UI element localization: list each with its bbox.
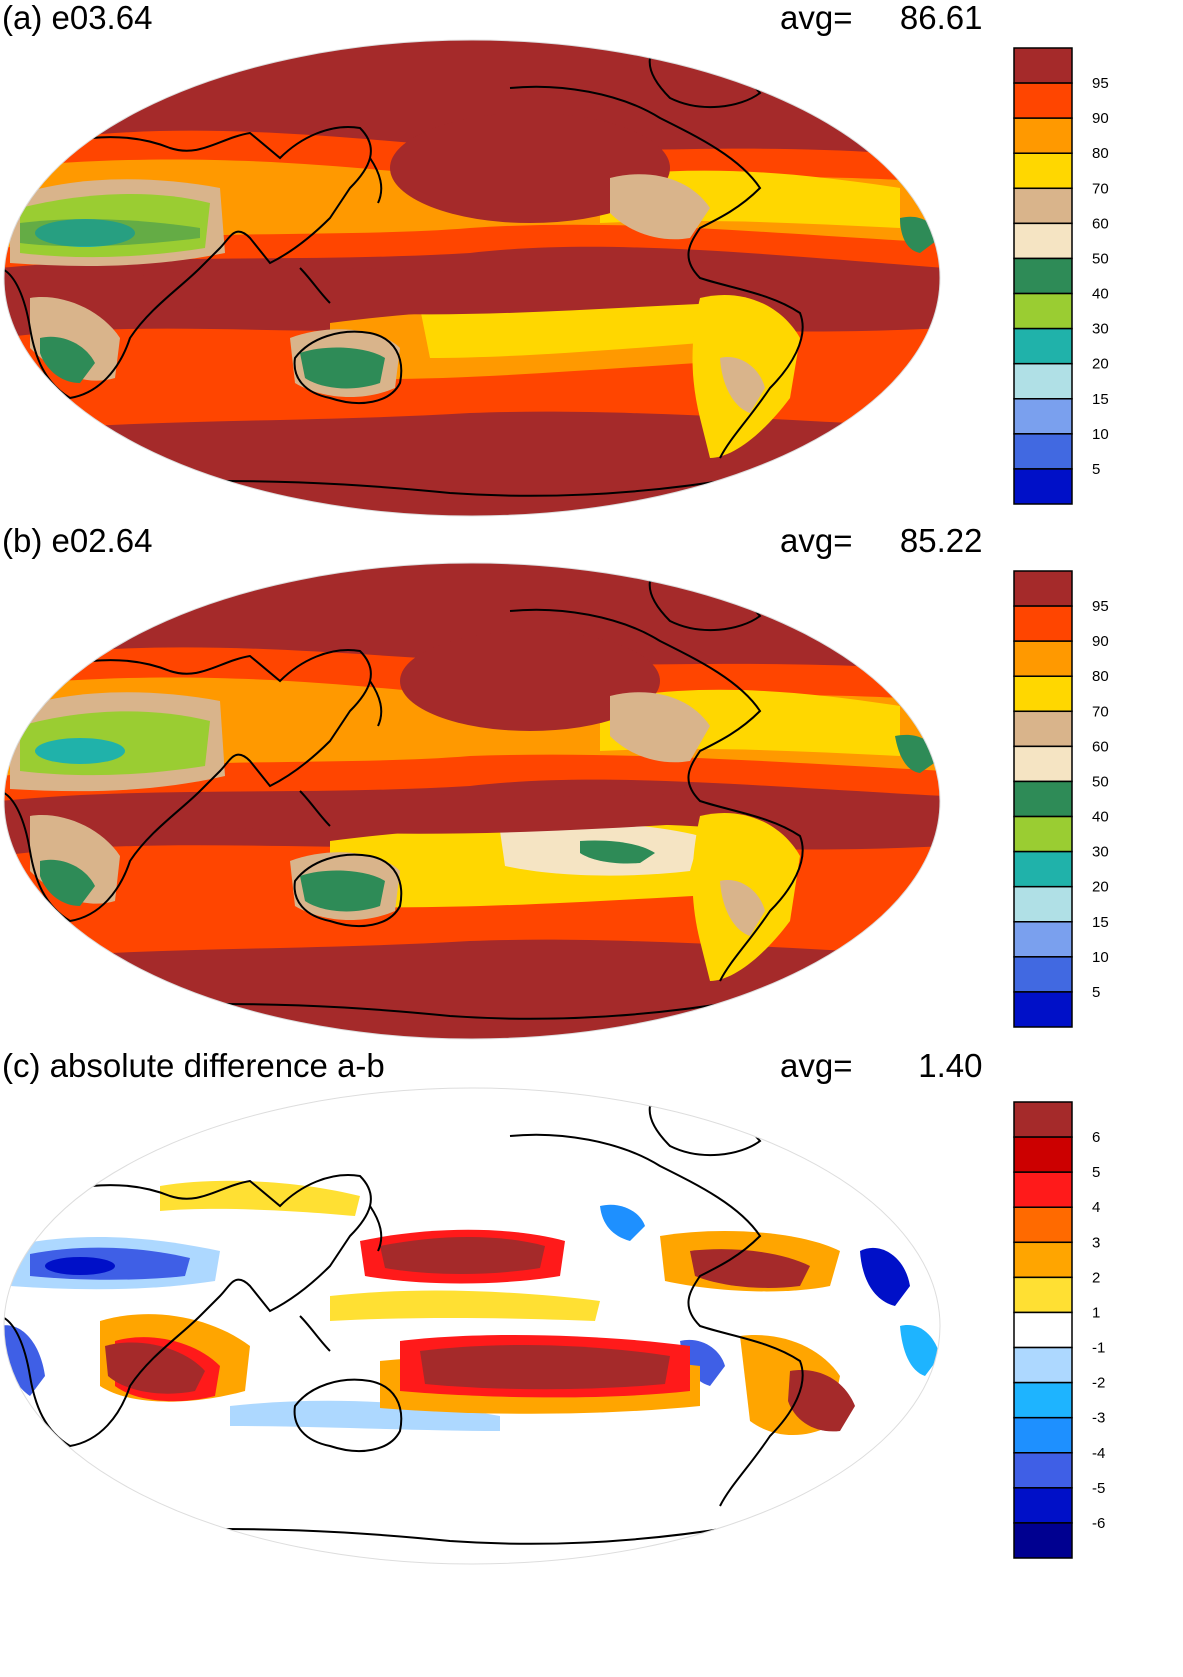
panel-title: (b) e02.64 xyxy=(2,522,153,559)
colorbar-swatch xyxy=(1013,468,1073,505)
colorbar-tick-label: 50 xyxy=(1092,773,1109,790)
world-map-a xyxy=(0,38,945,518)
colorbar-tick-label: 3 xyxy=(1092,1234,1100,1251)
colorbar-a: 95 90 80 70 60 50 40 30 20 15 10 5 xyxy=(1012,46,1132,508)
colorbar-swatch xyxy=(1013,640,1073,677)
colorbar-tick-label: 10 xyxy=(1092,426,1109,443)
colorbar-swatch xyxy=(1013,222,1073,260)
colorbar-tick-label: 95 xyxy=(1092,598,1109,615)
colorbar-tick-label: 40 xyxy=(1092,286,1109,303)
colorbar-swatch xyxy=(1013,1311,1073,1349)
colorbar-swatch xyxy=(1013,1346,1073,1384)
colorbar-svg: 6 5 4 3 2 1 -1 -2 -3 -4 -5 -6 xyxy=(1013,1101,1105,1559)
colorbar-svg: 95 90 80 70 60 50 40 30 20 15 10 5 xyxy=(1013,47,1109,505)
colorbar-swatch xyxy=(1013,1276,1073,1314)
colorbar-swatch xyxy=(1013,921,1073,958)
colorbar-tick-label: 20 xyxy=(1092,879,1109,896)
colorbar-tick-label: 50 xyxy=(1092,250,1109,267)
world-map-b xyxy=(0,561,945,1041)
colorbar-tick-label: 5 xyxy=(1092,984,1100,1001)
colorbar-tick-label: 30 xyxy=(1092,844,1109,861)
colorbar-swatch xyxy=(1013,1487,1073,1524)
colorbar-tick-label: 5 xyxy=(1092,1164,1100,1181)
colorbar-tick-label: 40 xyxy=(1092,809,1109,826)
colorbar-tick-label: 30 xyxy=(1092,321,1109,338)
panel-title: (c) absolute difference a-b xyxy=(2,1047,385,1084)
colorbar-swatch xyxy=(1013,1452,1073,1489)
average-readout: avg= 1.40 xyxy=(780,1048,982,1084)
colorbar-swatch xyxy=(1013,780,1073,818)
avg-value: 85.22 xyxy=(899,522,983,559)
colorbar-tick-label: 6 xyxy=(1092,1129,1100,1146)
colorbar-swatch xyxy=(1013,1241,1073,1279)
colorbar-tick-label: -3 xyxy=(1092,1410,1105,1427)
colorbar-swatch xyxy=(1013,47,1073,84)
colorbar-swatch xyxy=(1013,1206,1073,1244)
colorbar-tick-label: 80 xyxy=(1092,145,1109,162)
colorbar-swatch xyxy=(1013,1522,1073,1559)
colorbar-swatch xyxy=(1013,187,1073,225)
colorbar-swatch xyxy=(1013,327,1073,365)
colorbar-swatch xyxy=(1013,1136,1073,1173)
colorbar-tick-label: 95 xyxy=(1092,75,1109,92)
colorbar-tick-label: -6 xyxy=(1092,1515,1105,1532)
colorbar-swatch xyxy=(1013,398,1073,435)
colorbar-swatch xyxy=(1013,362,1073,400)
colorbar-swatch xyxy=(1013,1101,1073,1138)
colorbar-swatch xyxy=(1013,1171,1073,1208)
colorbar-swatch xyxy=(1013,570,1073,607)
colorbar-swatch xyxy=(1013,956,1073,993)
average-readout: avg= 86.61 xyxy=(780,0,982,36)
colorbar-tick-label: 2 xyxy=(1092,1269,1100,1286)
colorbar-c: 6 5 4 3 2 1 -1 -2 -3 -4 -5 -6 xyxy=(1012,1100,1132,1562)
colorbar-tick-label: -1 xyxy=(1092,1340,1105,1357)
colorbar-tick-label: 20 xyxy=(1092,356,1109,373)
colorbar-swatch xyxy=(1013,292,1073,330)
colorbar-swatch xyxy=(1013,675,1073,713)
colorbar-tick-label: 4 xyxy=(1092,1199,1100,1216)
world-map-c xyxy=(0,1086,945,1566)
colorbar-tick-label: 90 xyxy=(1092,633,1109,650)
colorbar-tick-label: 15 xyxy=(1092,914,1109,931)
colorbar-swatch xyxy=(1013,257,1073,295)
colorbar-tick-label: 70 xyxy=(1092,703,1109,720)
colorbar-b: 95 90 80 70 60 50 40 30 20 15 10 5 xyxy=(1012,569,1132,1031)
colorbar-tick-label: 80 xyxy=(1092,668,1109,685)
colorbar-swatch xyxy=(1013,745,1073,783)
colorbar-tick-label: -4 xyxy=(1092,1445,1105,1462)
avg-label: avg= xyxy=(780,0,853,36)
avg-value: 86.61 xyxy=(899,0,983,36)
avg-value: 1.40 xyxy=(918,1047,983,1084)
colorbar-swatch xyxy=(1013,117,1073,154)
colorbar-tick-label: 15 xyxy=(1092,391,1109,408)
colorbar-swatch xyxy=(1013,991,1073,1028)
colorbar-tick-label: -5 xyxy=(1092,1480,1105,1497)
colorbar-tick-label: 10 xyxy=(1092,949,1109,966)
colorbar-tick-label: 60 xyxy=(1092,215,1109,232)
avg-label: avg= xyxy=(780,522,853,559)
average-readout: avg= 85.22 xyxy=(780,523,982,559)
colorbar-tick-label: 90 xyxy=(1092,110,1109,127)
colorbar-swatch xyxy=(1013,82,1073,119)
avg-label: avg= xyxy=(780,1047,853,1084)
colorbar-svg: 95 90 80 70 60 50 40 30 20 15 10 5 xyxy=(1013,570,1109,1028)
colorbar-swatch xyxy=(1013,850,1073,888)
colorbar-swatch xyxy=(1013,605,1073,642)
colorbar-tick-label: 70 xyxy=(1092,180,1109,197)
colorbar-tick-label: 1 xyxy=(1092,1304,1100,1321)
colorbar-tick-label: -2 xyxy=(1092,1375,1105,1392)
colorbar-swatch xyxy=(1013,433,1073,470)
colorbar-swatch xyxy=(1013,152,1073,190)
colorbar-swatch xyxy=(1013,885,1073,923)
colorbar-tick-label: 60 xyxy=(1092,738,1109,755)
colorbar-swatch xyxy=(1013,1381,1073,1419)
colorbar-swatch xyxy=(1013,710,1073,748)
colorbar-tick-label: 5 xyxy=(1092,461,1100,478)
panel-title: (a) e03.64 xyxy=(2,0,153,36)
colorbar-swatch xyxy=(1013,1416,1073,1454)
colorbar-swatch xyxy=(1013,815,1073,853)
